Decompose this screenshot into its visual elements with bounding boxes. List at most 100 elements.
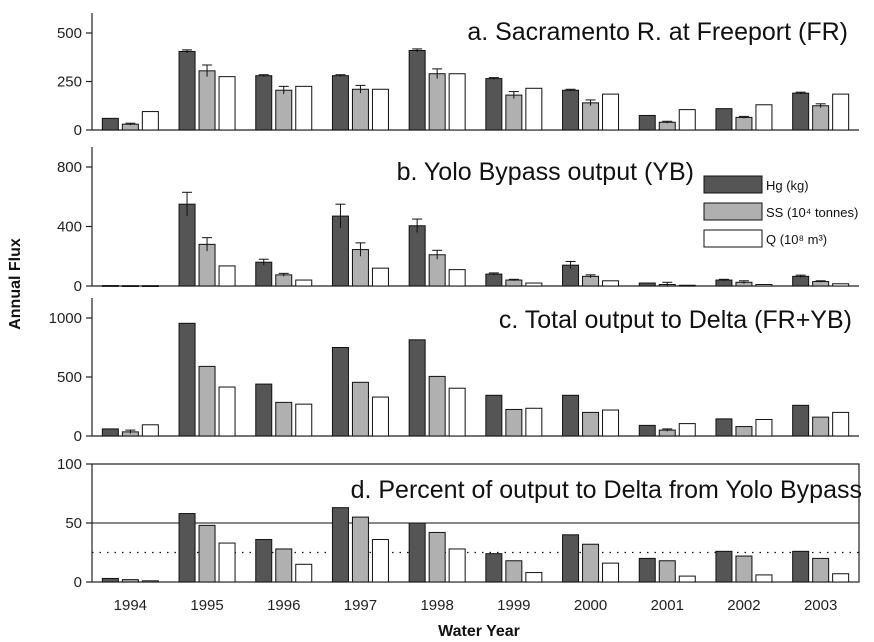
x-tick-label: 1994	[114, 597, 147, 614]
bar-2003-series-2	[812, 105, 830, 131]
bar-1997-series-3	[371, 539, 389, 583]
bar-1994-series-1	[101, 285, 119, 287]
bar-1995-series-3	[218, 265, 236, 287]
bar-2001-series-3	[678, 284, 696, 287]
bar-2002-series-1	[715, 418, 733, 437]
bar-2001-series-1	[638, 282, 656, 287]
y-tick-label: 400	[57, 219, 82, 236]
bar-1998-series-1	[408, 225, 426, 287]
bar-1995-series-2	[198, 524, 216, 583]
bar-1998-series-3	[448, 387, 466, 437]
panel-title-b: b. Yolo Bypass output (YB)	[397, 158, 694, 186]
x-tick-label: 2001	[651, 597, 684, 614]
bar-1999-series-2	[505, 279, 523, 287]
y-tick-label: 500	[57, 369, 82, 386]
x-axis-label: Water Year	[438, 623, 520, 640]
panel-title-a: a. Sacramento R. at Freeport (FR)	[467, 18, 848, 46]
bar-1999-series-1	[485, 553, 503, 583]
bar-2002-series-1	[715, 279, 733, 287]
bar-2002-series-3	[755, 104, 773, 131]
bar-2000-series-3	[602, 562, 620, 583]
bar-2001-series-3	[678, 575, 696, 583]
bar-2001-series-1	[638, 424, 656, 437]
legend-label-3: Q (10⁸ m³)	[766, 232, 827, 247]
bar-1994-series-3	[141, 424, 159, 437]
y-tick-label: 100	[57, 456, 82, 473]
bar-2000-series-3	[602, 93, 620, 131]
bar-1998-series-3	[448, 269, 466, 287]
bar-2003-series-1	[792, 404, 810, 437]
panel-a: 0 250 500 a. Sacramento R. at Freeport (FR)	[57, 13, 859, 139]
bar-1997-series-2	[351, 516, 369, 583]
bar-1998-series-2	[428, 531, 446, 583]
y-tick-label: 250	[57, 74, 82, 91]
x-tick-label: 1998	[420, 597, 453, 614]
bar-1994-series-1	[101, 428, 119, 437]
bar-1996-series-3	[295, 563, 313, 583]
bar-2001-series-1	[638, 557, 656, 583]
bar-2001-series-3	[678, 109, 696, 131]
bar-1997-series-3	[371, 396, 389, 437]
bar-1999-series-1	[485, 273, 503, 287]
x-tick-label: 2003	[804, 597, 837, 614]
bar-1995-series-3	[218, 386, 236, 437]
bar-1995-series-3	[218, 542, 236, 583]
bar-1999-series-3	[525, 87, 543, 131]
bar-1996-series-2	[275, 274, 293, 287]
bar-1997-series-1	[331, 507, 349, 583]
bar-1996-series-1	[255, 75, 273, 131]
legend-swatch-3	[703, 229, 763, 248]
bar-1999-series-2	[505, 408, 523, 437]
bar-1997-series-3	[371, 88, 389, 131]
bar-1996-series-2	[275, 401, 293, 437]
bar-1997-series-3	[371, 267, 389, 287]
bar-2000-series-2	[582, 411, 600, 437]
bar-2000-series-1	[562, 394, 580, 437]
bar-2003-series-2	[812, 557, 830, 583]
bar-1999-series-3	[525, 407, 543, 437]
x-tick-label: 1997	[344, 597, 377, 614]
bar-1996-series-3	[295, 85, 313, 131]
panel-b: 0 400 800 b. Yolo Bypass output (YB)	[57, 147, 859, 295]
bar-1994-series-1	[101, 117, 119, 131]
bar-1998-series-1	[408, 339, 426, 437]
bar-1999-series-3	[525, 282, 543, 287]
bar-2000-series-2	[582, 543, 600, 583]
bar-1995-series-2	[198, 365, 216, 437]
legend-label-2: SS (10⁴ tonnes)	[766, 205, 858, 220]
bar-1995-series-3	[218, 76, 236, 131]
bar-2000-series-1	[562, 534, 580, 583]
bar-1999-series-2	[505, 94, 523, 131]
bar-2001-series-2	[658, 560, 676, 583]
x-axis-ticks: 1994 1995 1996 1997 1998 1999 2000 2001 2002 2003	[114, 597, 838, 614]
bar-2002-series-2	[735, 426, 753, 437]
y-tick-label: 1000	[49, 310, 82, 327]
bar-2003-series-1	[792, 275, 810, 287]
panel-c: 0 500 1000 c. Total output to Delta (FR+YB)	[49, 298, 859, 445]
bar-2003-series-3	[832, 283, 850, 287]
x-tick-label: 1995	[190, 597, 223, 614]
bar-1998-series-1	[408, 522, 426, 583]
x-tick-label: 1999	[497, 597, 530, 614]
y-tick-label: 0	[74, 122, 82, 139]
bar-1997-series-1	[331, 75, 349, 131]
bar-2002-series-3	[755, 418, 773, 437]
bar-2002-series-1	[715, 550, 733, 583]
bar-2001-series-2	[658, 121, 676, 131]
bar-1996-series-1	[255, 261, 273, 287]
bar-2002-series-2	[735, 116, 753, 131]
bar-2003-series-1	[792, 92, 810, 131]
chart-panels: 0 250 500 a. Sacramento R. at Freeport (FR)…	[49, 13, 862, 591]
bar-2000-series-3	[602, 280, 620, 287]
panel-d: 0 50 100 d. Percent of output to Delta from…	[57, 456, 862, 591]
bar-2002-series-1	[715, 108, 733, 131]
bar-1994-series-3	[141, 285, 159, 288]
bar-1997-series-2	[351, 88, 369, 131]
bar-1994-series-3	[141, 580, 159, 583]
x-tick-label: 2000	[574, 597, 607, 614]
x-tick-label: 2002	[727, 597, 760, 614]
legend: Hg (kg) SS (10⁴ tonnes) Q (10⁸ m³)	[703, 175, 858, 248]
bar-2003-series-3	[832, 573, 850, 583]
legend-label-1: Hg (kg)	[766, 178, 809, 193]
bar-2002-series-3	[755, 574, 773, 583]
